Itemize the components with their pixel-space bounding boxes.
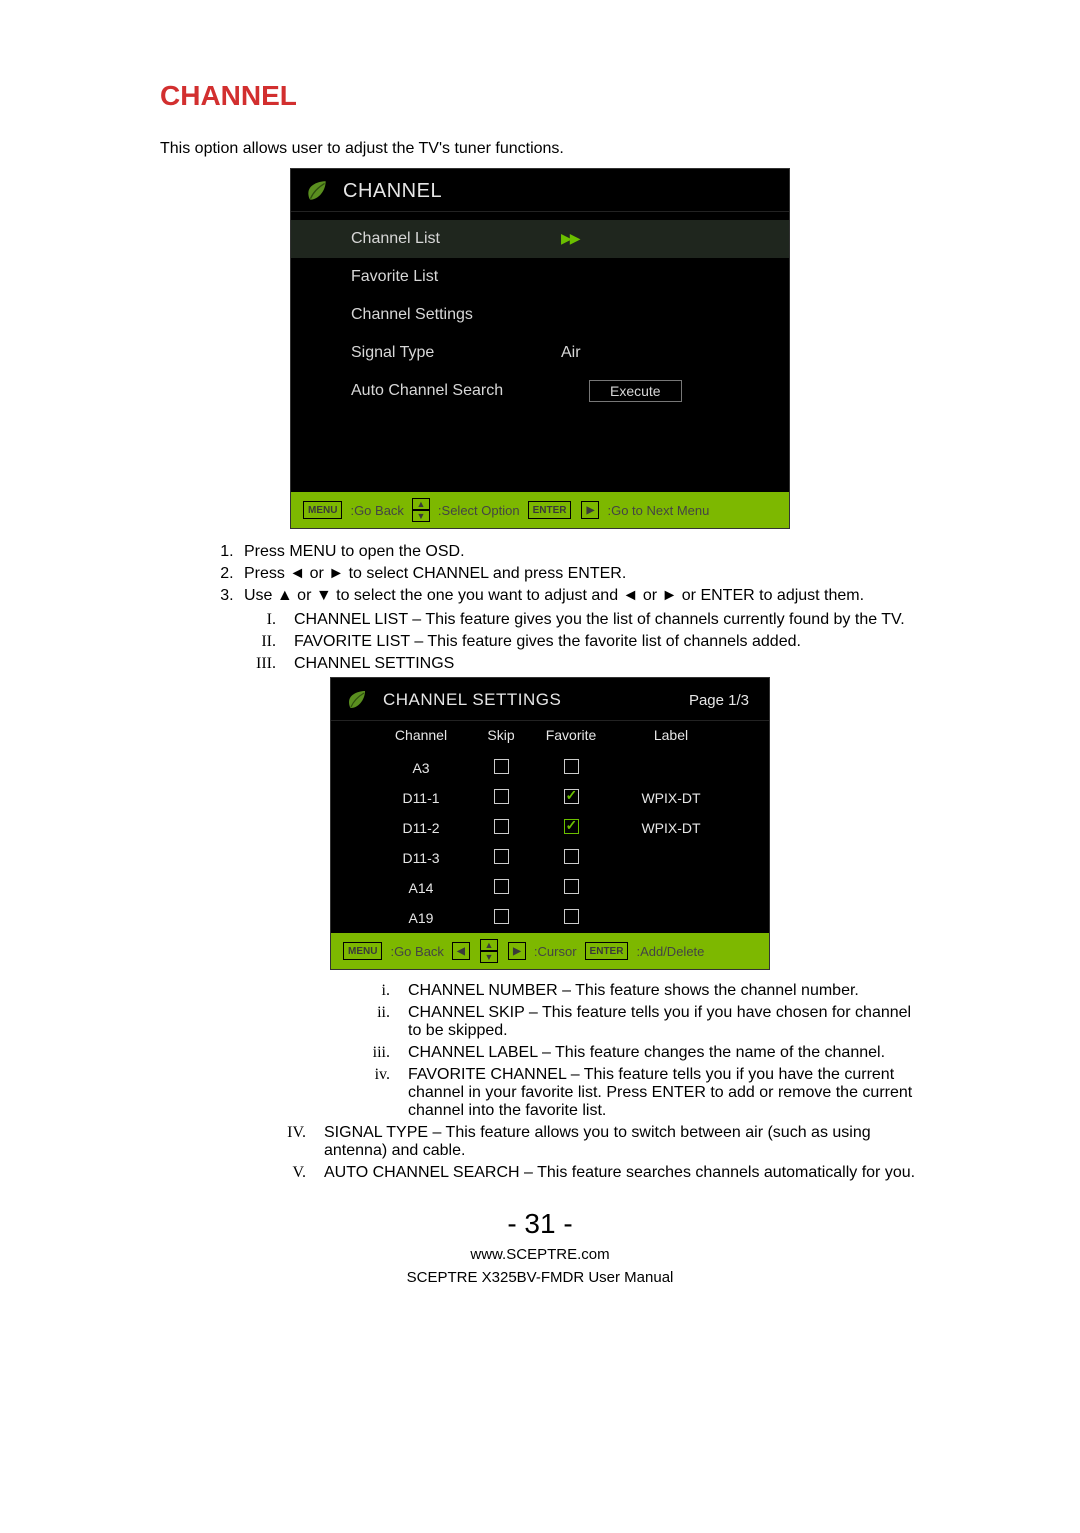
skip-checkbox[interactable] <box>494 789 509 804</box>
enter-key-icon: ENTER <box>528 501 572 519</box>
favorite-checkbox[interactable] <box>564 759 579 774</box>
roman-5: AUTO CHANNEL SEARCH – This feature searc… <box>324 1164 920 1182</box>
osd2-body: A3 D11-1 WPIX-DT D11-2 WPIX-DT D11-3 A14 A19 <box>331 753 769 933</box>
skip-checkbox[interactable] <box>494 879 509 894</box>
osd-channel: CHANNEL Channel List▶▶Favorite ListChann… <box>290 168 790 529</box>
play-arrows-icon: ▶▶ <box>561 230 579 246</box>
intro-text: This option allows user to adjust the TV… <box>160 140 920 158</box>
osd-menu-item[interactable]: Channel Settings <box>291 296 789 334</box>
table-row[interactable]: D11-3 <box>331 843 769 873</box>
menu-item-label: Signal Type <box>351 344 561 362</box>
cell-channel: D11-1 <box>371 790 471 806</box>
osd-spacer <box>291 422 789 492</box>
step-3: Use ▲ or ▼ to select the one you want to… <box>238 587 920 673</box>
sub-4: FAVORITE CHANNEL – This feature tells yo… <box>408 1066 920 1120</box>
footer-add: :Add/Delete <box>636 944 704 959</box>
page-number: - 31 - <box>160 1208 920 1240</box>
footer-cursor: :Cursor <box>534 944 577 959</box>
menu-item-label: Auto Channel Search <box>351 382 561 400</box>
table-row[interactable]: A14 <box>331 873 769 903</box>
right-key-icon: ▶ <box>508 942 526 960</box>
favorite-checkbox[interactable] <box>564 849 579 864</box>
osd2-footer: MENU :Go Back ◀ ▲▼ ▶ :Cursor ENTER :Add/De… <box>331 933 769 969</box>
col-label: Label <box>611 727 731 743</box>
cell-label: WPIX-DT <box>611 790 731 806</box>
osd-menu-item[interactable]: Auto Channel Search Execute <box>291 372 789 410</box>
table-row[interactable]: A19 <box>331 903 769 933</box>
cell-channel: A3 <box>371 760 471 776</box>
menu-item-label: Channel Settings <box>351 306 561 324</box>
cell-label: WPIX-DT <box>611 820 731 836</box>
footer-url: www.SCEPTRE.com <box>160 1246 920 1263</box>
enter-key-icon: ENTER <box>585 942 629 960</box>
sub-3: CHANNEL LABEL – This feature changes the… <box>408 1044 920 1062</box>
menu-item-label: Channel List <box>351 230 561 248</box>
updown-key-icon: ▲▼ <box>478 939 500 963</box>
osd-title: CHANNEL <box>343 180 442 203</box>
col-favorite: Favorite <box>531 727 611 743</box>
cell-channel: A19 <box>371 910 471 926</box>
skip-checkbox[interactable] <box>494 909 509 924</box>
step-1: Press MENU to open the OSD. <box>238 543 920 561</box>
leaf-icon <box>303 177 331 205</box>
leaf-icon <box>343 686 371 714</box>
skip-checkbox[interactable] <box>494 819 509 834</box>
menu-item-value: Air <box>561 344 681 362</box>
menu-key-icon: MENU <box>303 501 342 519</box>
col-channel: Channel <box>371 727 471 743</box>
after-osd2-text: i.CHANNEL NUMBER – This feature shows th… <box>238 982 920 1182</box>
table-row[interactable]: D11-2 WPIX-DT <box>331 813 769 843</box>
table-row[interactable]: A3 <box>331 753 769 783</box>
sub-2: CHANNEL SKIP – This feature tells you if… <box>408 1004 920 1040</box>
favorite-checkbox[interactable] <box>564 909 579 924</box>
footer-manual: SCEPTRE X325BV-FMDR User Manual <box>160 1269 920 1286</box>
favorite-checkbox[interactable] <box>564 879 579 894</box>
osd-menu-item[interactable]: Channel List▶▶ <box>291 220 789 258</box>
osd-menu-item[interactable]: Favorite List <box>291 258 789 296</box>
osd2-page: Page 1/3 <box>689 692 757 709</box>
table-head: Channel Skip Favorite Label <box>331 721 769 753</box>
footer-go-back: :Go Back <box>350 503 403 518</box>
sub-1: CHANNEL NUMBER – This feature shows the … <box>408 982 920 1000</box>
updown-key-icon: ▲▼ <box>410 498 432 522</box>
right-key-icon: ▶ <box>581 501 599 519</box>
step-2: Press ◄ or ► to select CHANNEL and press… <box>238 565 920 583</box>
footer-select: :Select Option <box>438 503 520 518</box>
step-3-text: Use ▲ or ▼ to select the one you want to… <box>244 587 864 604</box>
page: CHANNEL This option allows user to adjus… <box>0 0 1080 1326</box>
osd2-header: CHANNEL SETTINGS Page 1/3 <box>331 678 769 721</box>
osd-menu-item[interactable]: Signal TypeAir <box>291 334 789 372</box>
osd-body: Channel List▶▶ Favorite List Channel Setti… <box>291 212 789 422</box>
roman-list: I.CHANNEL LIST – This feature gives you … <box>244 611 920 673</box>
roman-3: CHANNEL SETTINGS <box>294 655 920 673</box>
osd2-title: CHANNEL SETTINGS <box>383 690 561 710</box>
roman-1: CHANNEL LIST – This feature gives you th… <box>294 611 920 629</box>
col-skip: Skip <box>471 727 531 743</box>
table-row[interactable]: D11-1 WPIX-DT <box>331 783 769 813</box>
cell-channel: D11-3 <box>371 850 471 866</box>
osd-channel-settings: CHANNEL SETTINGS Page 1/3 Channel Skip F… <box>330 677 770 970</box>
cell-channel: A14 <box>371 880 471 896</box>
favorite-checkbox[interactable] <box>564 789 579 804</box>
section-heading: CHANNEL <box>160 80 920 112</box>
menu-key-icon: MENU <box>343 942 382 960</box>
skip-checkbox[interactable] <box>494 759 509 774</box>
menu-item-label: Favorite List <box>351 268 561 286</box>
footer-next: :Go to Next Menu <box>607 503 709 518</box>
skip-checkbox[interactable] <box>494 849 509 864</box>
roman-4: SIGNAL TYPE – This feature allows you to… <box>324 1124 920 1160</box>
steps-list: Press MENU to open the OSD. Press ◄ or ►… <box>238 543 920 673</box>
footer-go-back: :Go Back <box>390 944 443 959</box>
left-key-icon: ◀ <box>452 942 470 960</box>
osd-footer: MENU :Go Back ▲▼ :Select Option ENTER ▶ :… <box>291 492 789 528</box>
roman-2: FAVORITE LIST – This feature gives the f… <box>294 633 920 651</box>
cell-channel: D11-2 <box>371 820 471 836</box>
osd-header: CHANNEL <box>291 169 789 212</box>
execute-button[interactable]: Execute <box>589 380 682 402</box>
favorite-checkbox[interactable] <box>564 819 579 834</box>
